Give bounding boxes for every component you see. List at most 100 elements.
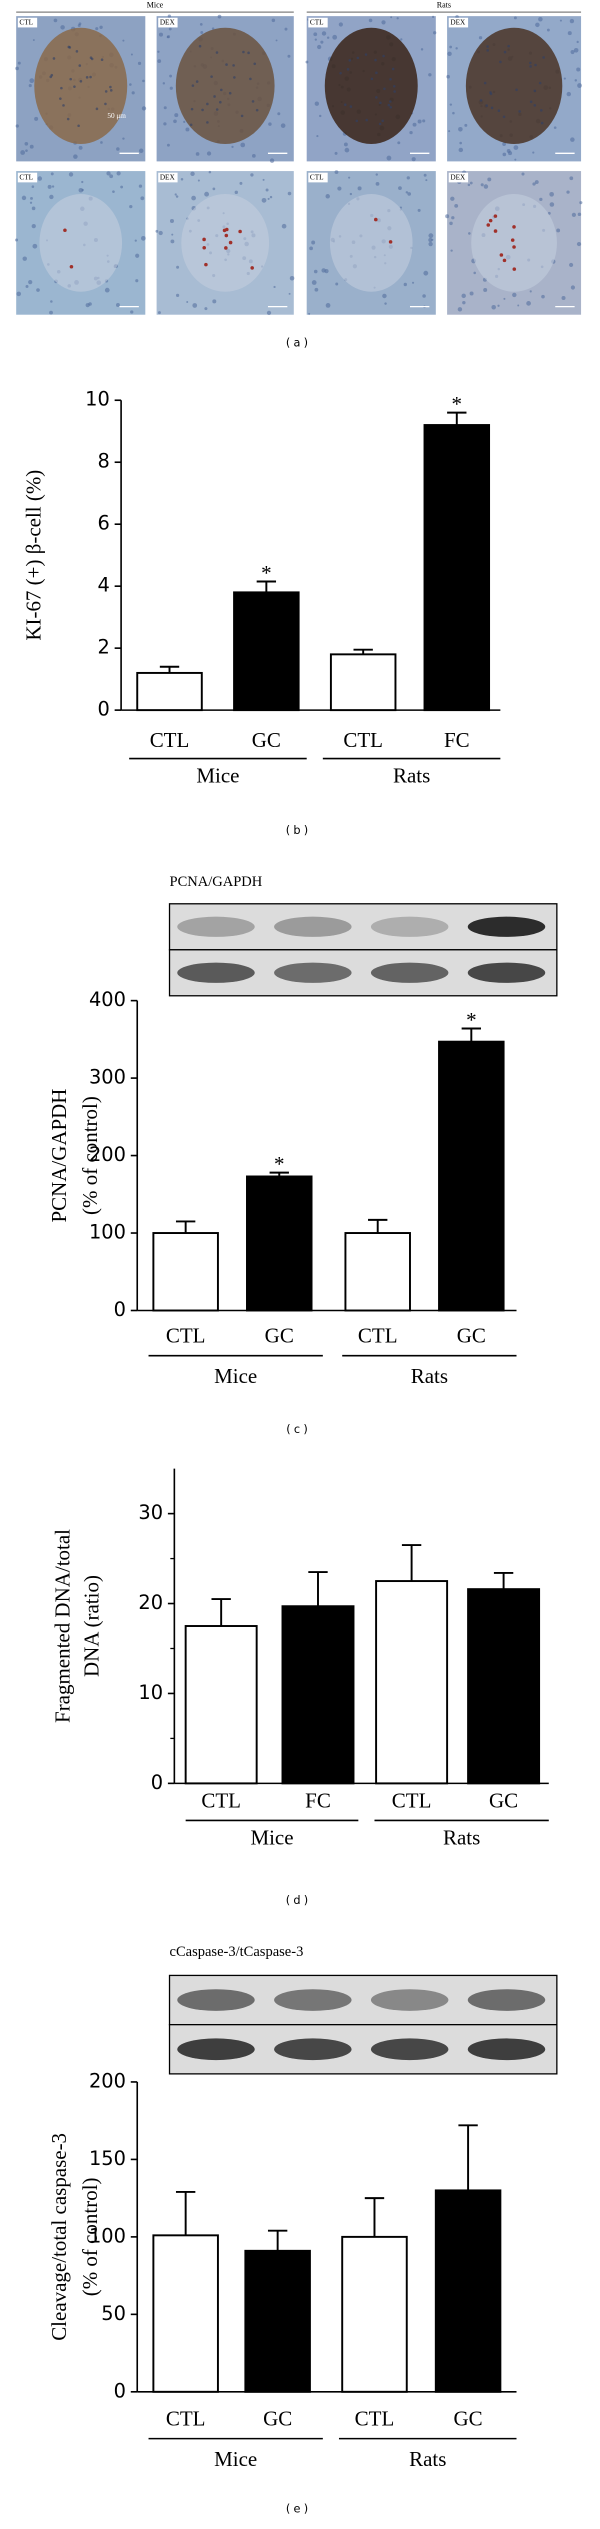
y-tick-label: 10 <box>85 388 110 411</box>
islet-nucleus <box>389 105 393 109</box>
nucleus <box>85 303 90 308</box>
nucleus <box>50 300 53 303</box>
nucleus <box>326 36 330 39</box>
ki67-stain <box>374 217 378 222</box>
nucleus <box>163 122 167 126</box>
nucleus <box>81 180 84 184</box>
y-axis-label: (% of control) <box>78 2177 102 2296</box>
bar <box>184 1625 258 1785</box>
nucleus <box>138 184 143 188</box>
nucleus <box>171 233 174 236</box>
nucleus <box>141 235 146 241</box>
nucleus <box>397 141 401 145</box>
blot-band <box>467 916 546 937</box>
islet-nucleus <box>189 123 193 127</box>
islet-nucleus <box>213 95 216 98</box>
y-tick-label: 6 <box>97 512 109 535</box>
islet-nucleus <box>62 104 65 107</box>
islet-nucleus <box>374 58 377 62</box>
islet <box>181 194 270 292</box>
islet-nucleus <box>191 84 195 87</box>
nucleus <box>417 208 421 212</box>
nucleus <box>47 184 52 189</box>
nucleus <box>449 103 453 106</box>
nucleus <box>142 79 145 83</box>
nucleus <box>455 47 458 50</box>
nucleus <box>81 188 84 192</box>
blot-band <box>467 2038 546 2061</box>
nucleus <box>191 195 196 201</box>
nucleus <box>49 194 54 200</box>
y-tick-label: 100 <box>89 2224 126 2247</box>
y-tick-label: 4 <box>97 574 109 597</box>
islet-nucleus <box>247 51 250 55</box>
bar <box>152 1232 219 1312</box>
islet-nucleus <box>499 60 502 64</box>
error-bar <box>353 648 373 655</box>
y-tick-label: 50 <box>101 2302 126 2325</box>
nucleus <box>577 212 582 217</box>
nucleus <box>403 282 407 287</box>
nucleus <box>311 240 316 245</box>
x-tick-label: CTL <box>355 2407 395 2431</box>
nucleus <box>60 25 65 30</box>
ki67-stain <box>510 238 515 242</box>
islet-nucleus <box>95 107 99 111</box>
nucleus <box>478 36 483 40</box>
nucleus <box>190 171 195 176</box>
nucleus <box>574 79 578 82</box>
x-tick-label: FC <box>305 1789 331 1813</box>
error-bar <box>211 1598 231 1627</box>
nucleus <box>169 74 173 78</box>
nucleus <box>566 190 570 194</box>
nucleus <box>157 59 162 63</box>
blot-band <box>467 1989 546 2011</box>
nucleus <box>173 119 177 124</box>
nucleus <box>335 282 339 286</box>
y-tick-label: 0 <box>97 698 109 721</box>
nucleus <box>174 193 177 196</box>
islet-nucleus <box>378 122 382 126</box>
blot-band <box>370 2038 449 2061</box>
nucleus <box>407 192 412 196</box>
ki67-stain <box>222 228 227 233</box>
group-label: Mice <box>214 1364 257 1388</box>
nucleus <box>431 238 434 241</box>
error-bar <box>364 2197 385 2237</box>
islet-nucleus <box>85 76 89 79</box>
nucleus <box>29 144 34 149</box>
tag-box <box>17 17 38 28</box>
bar <box>438 1040 505 1312</box>
x-tick-label: CTL <box>150 728 190 752</box>
nucleus <box>513 16 517 20</box>
nucleus <box>514 158 517 161</box>
nucleus <box>95 27 99 31</box>
nucleus <box>325 194 330 199</box>
y-axis-label: (% of control) <box>78 1096 102 1215</box>
nucleus <box>576 241 582 247</box>
nucleus <box>458 126 463 132</box>
y-tick-label: 0 <box>114 2379 126 2402</box>
nucleus <box>37 176 43 181</box>
ki67-stain <box>512 245 516 249</box>
ki67-stain <box>512 267 517 271</box>
x-tick-label: CTL <box>392 1789 432 1813</box>
islet-nucleus <box>486 45 489 48</box>
nucleus <box>338 22 343 27</box>
nucleus <box>422 294 426 298</box>
nucleus <box>526 300 531 306</box>
islet <box>34 27 128 144</box>
error-bar <box>256 580 277 593</box>
x-tick-label: GC <box>457 1324 486 1348</box>
blot-band <box>177 2038 255 2061</box>
nucleus <box>169 86 173 90</box>
nucleus <box>406 176 410 180</box>
y-tick-label: 0 <box>114 1298 126 1321</box>
nucleus <box>176 293 180 297</box>
nucleus <box>532 182 536 186</box>
bar <box>423 424 491 712</box>
nucleus <box>483 287 488 292</box>
nucleus <box>234 190 238 195</box>
tag-box <box>17 172 38 183</box>
islet-nucleus <box>195 80 199 83</box>
